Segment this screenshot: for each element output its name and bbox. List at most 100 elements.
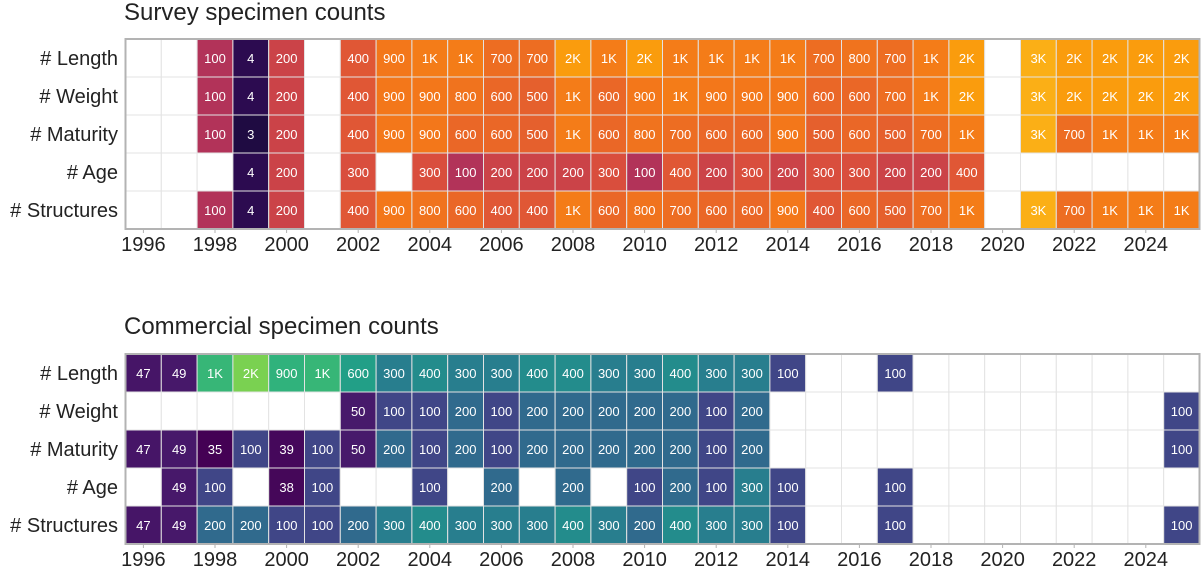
heatmap-cell	[1127, 76, 1165, 116]
heatmap-cell	[912, 353, 950, 393]
heatmap-cell	[125, 505, 162, 545]
cell-value-label: 100	[705, 480, 727, 495]
heatmap-cell	[733, 114, 771, 154]
heatmap-cell	[626, 152, 664, 192]
heatmap-cell	[876, 190, 914, 230]
heatmap-cell	[160, 429, 198, 469]
cell-value-label: 800	[419, 203, 441, 218]
cell-value-label: 400	[670, 165, 692, 180]
x-tick-label: 2020	[980, 234, 1025, 256]
cell-value-label: 100	[491, 442, 513, 457]
heatmap-cell	[125, 429, 162, 469]
heatmap-cell	[1163, 353, 1200, 393]
cell-value-label: 3K	[1030, 89, 1046, 104]
x-tick-label: 2014	[766, 234, 811, 256]
cell-value-label: 100	[204, 51, 226, 66]
heatmap-cell	[518, 467, 556, 507]
heatmap-cell	[876, 429, 914, 469]
heatmap-cell	[984, 38, 1022, 78]
cell-value-label: 700	[1063, 203, 1085, 218]
heatmap-cell	[196, 505, 234, 545]
cell-value-label: 900	[705, 89, 727, 104]
heatmap-cell	[1163, 152, 1200, 192]
cell-value-label: 100	[455, 165, 477, 180]
cell-value-label: 100	[419, 480, 441, 495]
heatmap-cell	[948, 391, 986, 431]
heatmap-cell	[339, 152, 377, 192]
row-label-structures: # Structures	[10, 200, 118, 222]
cell-value-label: 300	[491, 366, 513, 381]
heatmap-cell	[984, 505, 1022, 545]
heatmap-cell	[769, 429, 807, 469]
cell-value-label: 100	[240, 442, 262, 457]
cell-value-label: 600	[849, 89, 871, 104]
cell-value-label: 35	[208, 442, 222, 457]
cell-value-label: 100	[204, 89, 226, 104]
cell-value-label: 900	[634, 89, 656, 104]
x-tick-label: 2006	[479, 549, 524, 567]
cell-value-label: 200	[240, 518, 262, 533]
cell-value-label: 300	[419, 165, 441, 180]
cell-value-label: 300	[598, 518, 620, 533]
cell-value-label: 2K	[1066, 51, 1082, 66]
cell-value-label: 200	[526, 404, 548, 419]
cell-value-label: 200	[276, 51, 298, 66]
heatmap-cell	[841, 429, 878, 469]
cell-value-label: 600	[705, 203, 727, 218]
heatmap-cell	[125, 152, 162, 192]
cell-value-label: 49	[172, 518, 186, 533]
heatmap-cell	[876, 391, 914, 431]
heatmap-cell	[626, 114, 664, 154]
cell-value-label: 600	[813, 89, 835, 104]
cell-value-label: 300	[849, 165, 871, 180]
heatmap-cell	[590, 152, 628, 192]
cell-value-label: 800	[634, 203, 656, 218]
cell-value-label: 400	[526, 366, 548, 381]
cell-value-label: 300	[526, 518, 548, 533]
heatmap-cell	[160, 190, 198, 230]
cell-value-label: 4	[247, 203, 254, 218]
heatmap-cell	[662, 152, 699, 192]
heatmap-cell	[447, 391, 485, 431]
cell-value-label: 3	[247, 127, 254, 142]
heatmap-cell	[626, 353, 664, 393]
cell-value-label: 200	[383, 442, 405, 457]
x-tick-label: 2012	[694, 234, 739, 256]
cell-value-label: 600	[491, 127, 513, 142]
heatmap-cell	[1163, 114, 1200, 154]
cell-value-label: 1K	[708, 51, 724, 66]
panel-frame-survey	[124, 38, 1201, 230]
heatmap-cell	[268, 391, 306, 431]
cell-value-label: 39	[279, 442, 293, 457]
cell-value-label: 500	[526, 89, 548, 104]
cell-value-label: 200	[347, 518, 369, 533]
cell-value-label: 100	[777, 480, 799, 495]
heatmap-cell	[232, 190, 270, 230]
heatmap-cell	[1091, 467, 1129, 507]
heatmap-cell	[1055, 505, 1093, 545]
cell-value-label: 100	[491, 404, 513, 419]
cell-value-label: 100	[1171, 518, 1193, 533]
heatmap-cell	[912, 467, 950, 507]
cell-value-label: 500	[884, 203, 906, 218]
cell-value-label: 2K	[1138, 51, 1154, 66]
cell-value-label: 700	[920, 203, 942, 218]
heatmap-cell	[268, 76, 306, 116]
cell-value-label: 200	[741, 404, 763, 419]
cell-value-label: 200	[670, 404, 692, 419]
cell-value-label: 2K	[1174, 89, 1190, 104]
heatmap-cell	[483, 391, 520, 431]
cell-value-label: 2K	[1102, 89, 1118, 104]
heatmap-cell	[160, 38, 198, 78]
heatmap-cell	[232, 114, 270, 154]
cell-value-label: 1K	[923, 89, 939, 104]
cell-value-label: 600	[741, 203, 763, 218]
heatmap-cell	[841, 467, 878, 507]
row-label-maturity: # Maturity	[30, 124, 118, 146]
cell-value-label: 600	[598, 203, 620, 218]
cell-value-label: 1K	[1102, 127, 1118, 142]
heatmap-cell	[268, 429, 306, 469]
heatmap-cell	[984, 190, 1022, 230]
cell-value-label: 200	[276, 89, 298, 104]
